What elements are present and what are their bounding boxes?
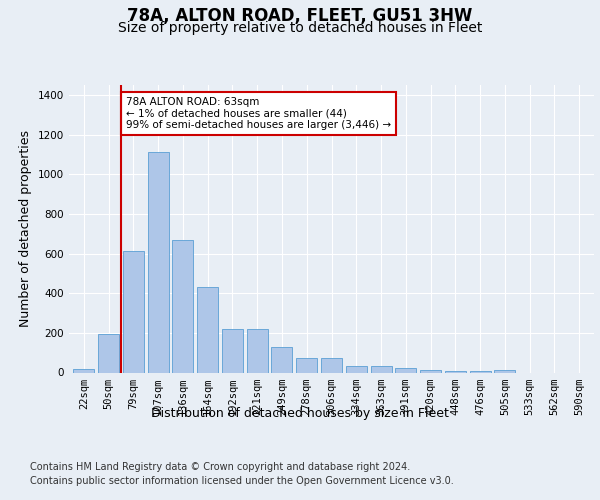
Text: Size of property relative to detached houses in Fleet: Size of property relative to detached ho… xyxy=(118,21,482,35)
Bar xyxy=(445,370,466,372)
Text: Distribution of detached houses by size in Fleet: Distribution of detached houses by size … xyxy=(151,408,449,420)
Bar xyxy=(371,366,392,372)
Bar xyxy=(98,334,119,372)
Bar xyxy=(148,152,169,372)
Bar xyxy=(395,368,416,372)
Bar xyxy=(470,370,491,372)
Bar xyxy=(321,358,342,372)
Text: 78A ALTON ROAD: 63sqm
← 1% of detached houses are smaller (44)
99% of semi-detac: 78A ALTON ROAD: 63sqm ← 1% of detached h… xyxy=(126,97,391,130)
Bar xyxy=(346,366,367,372)
Text: Contains public sector information licensed under the Open Government Licence v3: Contains public sector information licen… xyxy=(30,476,454,486)
Bar xyxy=(123,250,144,372)
Bar xyxy=(197,287,218,372)
Bar xyxy=(296,358,317,372)
Text: 78A, ALTON ROAD, FLEET, GU51 3HW: 78A, ALTON ROAD, FLEET, GU51 3HW xyxy=(127,8,473,26)
Bar xyxy=(222,329,243,372)
Bar xyxy=(172,240,193,372)
Bar xyxy=(494,370,515,372)
Bar xyxy=(73,368,94,372)
Bar xyxy=(271,346,292,372)
Bar xyxy=(247,329,268,372)
Y-axis label: Number of detached properties: Number of detached properties xyxy=(19,130,32,327)
Bar xyxy=(420,370,441,372)
Text: Contains HM Land Registry data © Crown copyright and database right 2024.: Contains HM Land Registry data © Crown c… xyxy=(30,462,410,472)
